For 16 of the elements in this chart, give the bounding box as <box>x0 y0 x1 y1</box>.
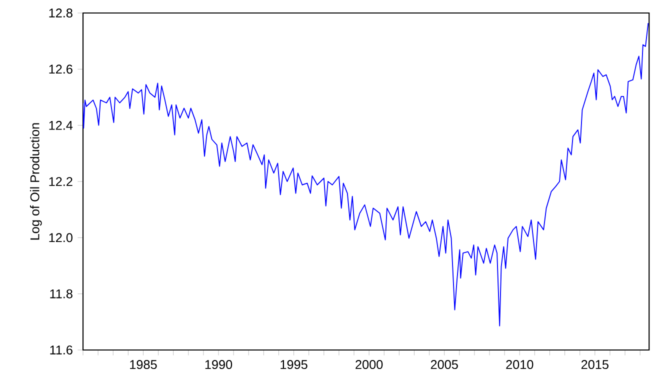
x-tick-label: 2000 <box>356 360 383 370</box>
y-tick-label: 12.2 <box>49 177 72 186</box>
x-tick-label: 2015 <box>581 360 608 370</box>
y-tick-label: 11.8 <box>50 289 72 298</box>
x-tick-label: 1985 <box>130 360 157 370</box>
y-axis-title: Log of Oil Production <box>30 123 42 240</box>
x-tick-label: 2010 <box>506 360 534 370</box>
y-tick-label: 12.4 <box>49 120 73 130</box>
x-tick-label: 2005 <box>430 360 458 370</box>
line-series <box>83 22 649 326</box>
x-tick-label: 1995 <box>280 360 308 370</box>
y-tick-label: 12.0 <box>49 233 72 242</box>
y-tick-label: 12.6 <box>49 64 72 74</box>
y-tick-label: 11.6 <box>50 346 72 354</box>
y-tick-label: 12.8 <box>49 8 72 18</box>
x-tick-label: 1990 <box>205 360 232 370</box>
